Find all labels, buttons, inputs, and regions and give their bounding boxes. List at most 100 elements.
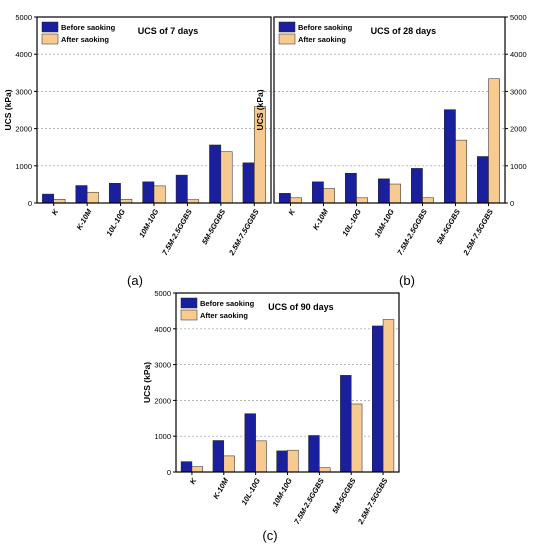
- bar-before-saoking: [108, 183, 121, 204]
- chart-title: UCS of 90 days: [268, 302, 334, 312]
- bar-before-saoking: [242, 162, 255, 204]
- bar-after-saoking: [488, 78, 500, 204]
- x-tick-label: 10L-10G: [340, 207, 363, 237]
- bar-after-saoking: [455, 139, 467, 204]
- y-tick-label: 0: [167, 468, 171, 477]
- x-tick-label: 2.5M-7.5GGBS: [461, 207, 495, 257]
- panel-label-c: (c): [262, 528, 277, 543]
- y-tick-label: 4000: [154, 325, 171, 334]
- y-axis-label: UCS (kPa): [142, 362, 152, 403]
- y-tick-label: 1000: [154, 432, 171, 441]
- bar-after-saoking: [356, 197, 368, 204]
- x-tick-label: 10M-10G: [271, 476, 295, 508]
- bar-before-saoking: [276, 450, 288, 473]
- y-tick-label: 3000: [154, 361, 171, 370]
- chart-title: UCS of 28 days: [371, 26, 437, 36]
- legend-swatch-before: [180, 297, 198, 309]
- plot-frame: [273, 16, 506, 204]
- bar-after-saoking: [153, 185, 166, 204]
- legend-swatch-before: [278, 21, 296, 33]
- y-tick-label: 4000: [510, 50, 527, 59]
- bar-before-saoking: [371, 325, 384, 473]
- bar-before-saoking: [244, 413, 256, 473]
- bar-before-saoking: [175, 174, 188, 204]
- x-tick-label: 10M-10G: [137, 207, 161, 239]
- legend-label: Before saoking: [61, 23, 116, 32]
- y-tick-label: 0: [28, 199, 32, 208]
- bar-before-saoking: [477, 156, 489, 204]
- bar-before-saoking: [378, 178, 390, 204]
- panel-label-b: (b): [399, 273, 415, 288]
- bar-before-saoking: [308, 435, 320, 473]
- chart-panel-b: K K-10M 10L-10G 10M-10G 7.5M-2.5GGBS 5M-5GGBS…: [255, 13, 527, 258]
- x-tick-label: K-10M: [311, 207, 330, 232]
- x-tick-label: 10L-10G: [239, 476, 262, 506]
- bar-after-saoking: [323, 188, 335, 204]
- y-tick-label: 2000: [510, 125, 527, 134]
- y-tick-label: 2000: [15, 125, 32, 134]
- y-tick-label: 1000: [15, 162, 32, 171]
- bar-after-saoking: [382, 319, 395, 473]
- bar-before-saoking: [75, 185, 88, 204]
- legend-label: Before saoking: [200, 299, 255, 308]
- bar-after-saoking: [223, 455, 235, 473]
- x-tick-label: 7.5M-2.5GGBS: [292, 476, 326, 525]
- legend-label: Before saoking: [298, 23, 353, 32]
- x-tick-label: K: [188, 476, 199, 486]
- x-tick-label: 5M-5GGBS: [200, 207, 227, 245]
- x-tick-label: K-10M: [75, 207, 94, 232]
- y-tick-label: 0: [510, 199, 514, 208]
- bar-before-saoking: [180, 461, 193, 473]
- x-tick-label: K: [286, 207, 297, 217]
- x-tick-label: 7.5M-2.5GGBS: [395, 207, 429, 256]
- bar-after-saoking: [422, 197, 434, 204]
- legend-label: After saoking: [61, 35, 109, 44]
- x-tick-label: K-10M: [211, 476, 230, 501]
- chart-title: UCS of 7 days: [138, 26, 199, 36]
- bar-before-saoking: [209, 144, 222, 204]
- bar-after-saoking: [319, 467, 331, 473]
- plot-frame: [175, 292, 400, 473]
- bar-before-saoking: [444, 109, 456, 204]
- legend-label: After saoking: [298, 35, 346, 44]
- bar-before-saoking: [142, 181, 155, 204]
- plot-frame: [36, 16, 272, 204]
- y-tick-label: 5000: [510, 13, 527, 22]
- y-tick-label: 4000: [15, 50, 32, 59]
- legend-swatch-after: [180, 309, 198, 321]
- bar-after-saoking: [350, 403, 363, 473]
- chart-panel-a: K K-10M 10L-10G 10M-10G 7.5M-2.5GGBS 5M-5GGBS…: [3, 13, 272, 258]
- x-tick-label: 10L-10G: [104, 207, 127, 237]
- x-tick-label: 2.5M-7.5GGBS: [227, 207, 261, 257]
- bar-after-saoking: [220, 151, 233, 204]
- y-tick-label: 5000: [154, 289, 171, 298]
- bar-after-saoking: [389, 183, 401, 204]
- bar-before-saoking: [340, 375, 352, 473]
- y-tick-label: 5000: [15, 13, 32, 22]
- x-tick-label: 10M-10G: [373, 207, 397, 239]
- y-tick-label: 3000: [15, 87, 32, 96]
- bar-after-saoking: [290, 197, 302, 204]
- x-tick-label: 5M-5GGBS: [435, 207, 462, 245]
- y-tick-label: 1000: [510, 162, 527, 171]
- x-tick-label: 5M-5GGBS: [330, 476, 357, 514]
- legend-swatch-after: [41, 33, 59, 45]
- legend-label: After saoking: [200, 311, 248, 320]
- legend-swatch-before: [41, 21, 59, 33]
- legend-swatch-after: [278, 33, 296, 45]
- y-axis-label: UCS (kPa): [3, 89, 13, 130]
- bar-after-saoking: [86, 191, 99, 204]
- x-tick-label: K: [50, 207, 61, 217]
- x-tick-label: 2.5M-7.5GGBS: [355, 476, 389, 526]
- y-tick-label: 3000: [510, 87, 527, 96]
- bar-before-saoking: [279, 193, 291, 204]
- y-axis-label: UCS (kPa): [255, 89, 265, 130]
- bar-after-saoking: [255, 440, 267, 473]
- bar-before-saoking: [212, 440, 225, 473]
- bar-after-saoking: [191, 466, 204, 473]
- panel-label-a: (a): [127, 273, 143, 288]
- x-tick-label: 7.5M-2.5GGBS: [160, 207, 194, 256]
- y-tick-label: 2000: [154, 396, 171, 405]
